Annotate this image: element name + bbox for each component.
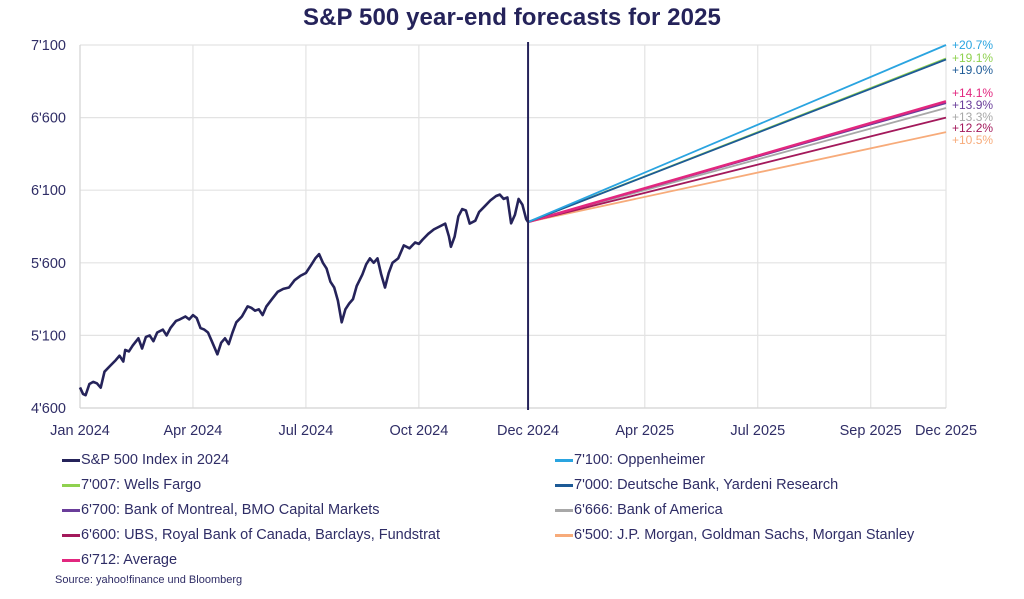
y-axis-ticks: 4'600 5'100 5'600 6'100 6'600 7'100 xyxy=(31,38,66,417)
forecast-line xyxy=(527,44,947,223)
legend-swatch xyxy=(62,483,80,487)
x-tick-label: Dec 2025 xyxy=(915,423,977,439)
x-tick-label: Oct 2024 xyxy=(389,423,448,439)
forecast-line xyxy=(527,100,947,224)
chart-plot: 4'600 5'100 5'600 6'100 6'600 7'100 Jan 2024 A… xyxy=(31,38,993,439)
legend-swatch xyxy=(62,458,80,462)
forecast-change-label: +12.2% xyxy=(952,121,993,135)
legend-swatch xyxy=(555,508,573,512)
x-tick-label: Sep 2025 xyxy=(840,423,902,439)
history-series xyxy=(78,193,530,397)
x-tick-label: Jul 2024 xyxy=(278,423,333,439)
x-tick-label: Apr 2025 xyxy=(615,423,674,439)
legend-label: 6'600: UBS, Royal Bank of Canada, Barcla… xyxy=(81,527,441,543)
forecast-lines xyxy=(527,44,947,224)
chart-title: S&P 500 year-end forecasts for 2025 xyxy=(303,4,721,31)
forecast-line xyxy=(527,116,947,223)
forecast-line xyxy=(527,131,947,223)
y-tick-label: 4'600 xyxy=(31,401,66,417)
legend-label: 7'007: Wells Fargo xyxy=(81,477,202,493)
y-tick-label: 6'100 xyxy=(31,183,66,199)
x-tick-label: Jul 2025 xyxy=(730,423,785,439)
legend-item: 6'500: J.P. Morgan, Goldman Sachs, Morga… xyxy=(555,525,914,545)
forecast-change-label: +19.1% xyxy=(952,51,993,65)
legend-item: 7'100: Oppenheimer xyxy=(555,450,705,470)
legend-label: 7'100: Oppenheimer xyxy=(574,452,705,468)
legend-item: 7'007: Wells Fargo xyxy=(62,475,201,495)
legend-swatch xyxy=(62,558,80,562)
legend-swatch xyxy=(555,458,573,462)
legend-label: 7'000: Deutsche Bank, Yardeni Research xyxy=(574,477,839,493)
forecast-change-label: +19.0% xyxy=(952,63,993,77)
source-note: Source: yahoo!finance und Bloomberg xyxy=(55,574,243,586)
legend-label: 6'700: Bank of Montreal, BMO Capital Mar… xyxy=(81,502,380,518)
sp500-2024-line xyxy=(78,193,530,397)
forecast-end-labels: +20.7%+19.1%+19.0% +14.1%+13.9%+13.3%+12.… xyxy=(952,38,993,147)
y-tick-label: 7'100 xyxy=(31,38,66,54)
forecast-change-label: +13.3% xyxy=(952,110,993,124)
forecast-line xyxy=(527,58,947,223)
legend-swatch xyxy=(62,533,80,537)
legend-swatch xyxy=(555,483,573,487)
x-tick-label: Jan 2024 xyxy=(50,423,110,439)
forecast-change-label: +14.1% xyxy=(952,86,993,100)
forecast-change-label: +10.5% xyxy=(952,133,993,147)
x-axis-ticks: Jan 2024 Apr 2024 Jul 2024 Oct 2024 Dec 2024… xyxy=(50,423,977,439)
y-tick-label: 5'100 xyxy=(31,328,66,344)
legend-item: 6'666: Bank of America xyxy=(555,500,723,520)
legend-swatch xyxy=(62,508,80,512)
legend-item: 7'000: Deutsche Bank, Yardeni Research xyxy=(555,475,838,495)
legend-item: S&P 500 Index in 2024 xyxy=(62,450,229,470)
legend-label: 6'712: Average xyxy=(81,552,178,568)
x-tick-label: Dec 2024 xyxy=(497,423,559,439)
forecast-change-label: +20.7% xyxy=(952,38,993,52)
legend-label: S&P 500 Index in 2024 xyxy=(81,452,230,468)
legend-swatch xyxy=(555,533,573,537)
legend-label: 6'666: Bank of America xyxy=(574,502,723,518)
x-tick-label: Apr 2024 xyxy=(164,423,223,439)
legend-item: 6'600: UBS, Royal Bank of Canada, Barcla… xyxy=(62,525,440,545)
legend-item: 6'712: Average xyxy=(62,550,177,570)
legend-item: 6'700: Bank of Montreal, BMO Capital Mar… xyxy=(62,500,380,520)
forecast-change-label: +13.9% xyxy=(952,98,993,112)
y-tick-label: 5'600 xyxy=(31,256,66,272)
legend-label: 6'500: J.P. Morgan, Goldman Sachs, Morga… xyxy=(574,527,915,543)
y-tick-label: 6'600 xyxy=(31,111,66,127)
